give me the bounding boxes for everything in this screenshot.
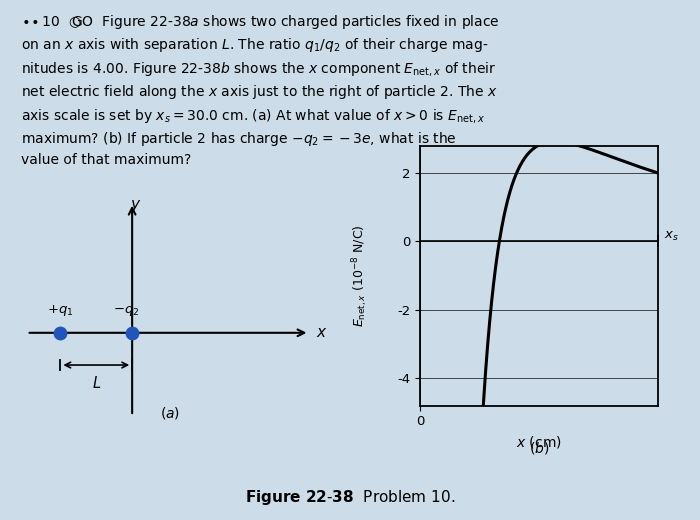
Text: $(b)$: $(b)$ bbox=[528, 440, 550, 456]
Text: $\bullet\!\bullet$10  $\mathbf{\bigcirc\!\!\!\!\mathrm{GO}}$  Figure 22-38$a$ sh: $\bullet\!\bullet$10 $\mathbf{\bigcirc\!… bbox=[21, 13, 500, 31]
Text: value of that maximum?: value of that maximum? bbox=[21, 153, 191, 167]
Text: on an $x$ axis with separation $L$. The ratio $q_1/q_2$ of their charge mag-: on an $x$ axis with separation $L$. The … bbox=[21, 36, 489, 55]
Text: $x_s$: $x_s$ bbox=[664, 230, 679, 243]
Text: net electric field along the $x$ axis just to the right of particle 2. The $x$: net electric field along the $x$ axis ju… bbox=[21, 83, 498, 101]
Text: nitudes is 4.00. Figure 22-38$b$ shows the $x$ component $E_{\mathrm{net},x}$ of: nitudes is 4.00. Figure 22-38$b$ shows t… bbox=[21, 60, 496, 78]
Text: axis scale is set by $x_s = 30.0$ cm. (a) At what value of $x > 0$ is $E_{\mathr: axis scale is set by $x_s = 30.0$ cm. (a… bbox=[21, 107, 485, 125]
Text: $\mathbf{Figure\ 22\text{-}38}$  Problem 10.: $\mathbf{Figure\ 22\text{-}38}$ Problem … bbox=[245, 488, 455, 507]
Text: $L$: $L$ bbox=[92, 375, 101, 392]
Text: maximum? (b) If particle 2 has charge $-q_2 = -3e$, what is the: maximum? (b) If particle 2 has charge $-… bbox=[21, 130, 456, 148]
Text: $E_{\mathrm{net},x}\ (10^{-8}\ \mathrm{N/C})$: $E_{\mathrm{net},x}\ (10^{-8}\ \mathrm{N… bbox=[351, 224, 370, 327]
Text: $+q_1$: $+q_1$ bbox=[47, 303, 74, 318]
Text: $(a)$: $(a)$ bbox=[160, 405, 180, 421]
Text: $-q_2$: $-q_2$ bbox=[113, 304, 139, 318]
Text: $y$: $y$ bbox=[130, 198, 141, 214]
Text: $x$: $x$ bbox=[316, 326, 327, 340]
X-axis label: $x$ (cm): $x$ (cm) bbox=[516, 434, 562, 450]
